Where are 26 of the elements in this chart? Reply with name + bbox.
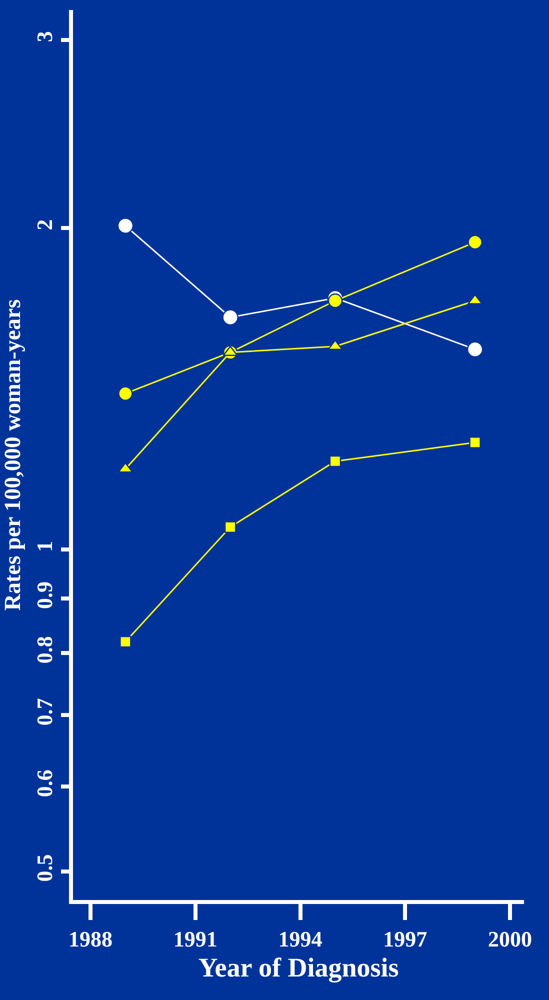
x-tick-label: 1997 <box>383 926 428 952</box>
point <box>224 521 236 533</box>
y-tick-label: 1 <box>32 540 58 552</box>
point <box>120 636 132 648</box>
point <box>118 462 133 473</box>
point <box>118 386 133 401</box>
point <box>466 341 484 358</box>
y-tick-label: 0.9 <box>32 582 58 610</box>
point <box>329 455 342 468</box>
point <box>469 436 481 448</box>
point <box>328 293 343 308</box>
point <box>468 234 482 250</box>
y-axis-title: Rates per 100,000 woman-years <box>0 299 26 611</box>
y-tick-label: 0.6 <box>32 770 58 798</box>
point <box>117 218 134 234</box>
x-axis-title: Year of Diagnosis <box>198 952 399 982</box>
y-tick-label: 2 <box>32 219 58 230</box>
y-tick-label: 0.5 <box>32 854 58 882</box>
y-tick-label: 3 <box>32 31 58 42</box>
x-tick-label: 2000 <box>488 926 532 952</box>
y-tick-label: 0.8 <box>32 636 58 664</box>
x-tick-label: 1994 <box>278 926 322 952</box>
y-tick-label: 0.7 <box>32 698 58 726</box>
x-tick-label: 1988 <box>68 926 112 952</box>
point <box>222 309 238 326</box>
x-tick-label: 1991 <box>173 926 218 952</box>
